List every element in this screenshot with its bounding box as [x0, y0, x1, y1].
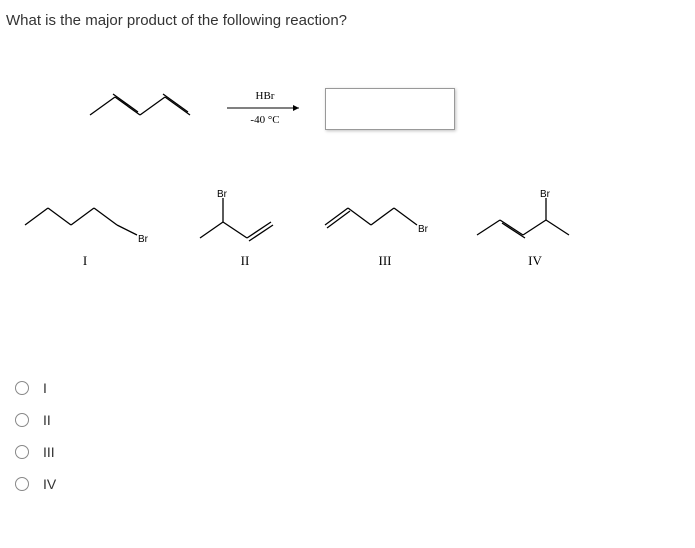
reagent-bottom: -40 °C [225, 114, 305, 126]
arrow-icon [225, 102, 305, 114]
structure-1-label: I [15, 253, 155, 269]
structure-3-label: III [315, 253, 455, 269]
starting-material [75, 85, 215, 130]
option-2[interactable]: II [15, 412, 56, 428]
structure-4: Br IV [465, 190, 605, 269]
options-list: I II III IV [15, 380, 56, 508]
br-label: Br [217, 190, 228, 200]
reagent-top: HBr [225, 90, 305, 102]
radio-icon[interactable] [15, 477, 29, 491]
product-answer-box[interactable] [325, 88, 455, 130]
radio-icon[interactable] [15, 413, 29, 427]
structure-4-label: IV [465, 253, 605, 269]
br-label: Br [138, 234, 149, 245]
option-1[interactable]: I [15, 380, 56, 396]
structure-2: Br II [175, 190, 315, 269]
option-label: II [43, 412, 51, 428]
br-label: Br [540, 190, 551, 200]
answer-structures: Br I Br II [15, 190, 615, 300]
option-label: III [43, 444, 55, 460]
reaction-arrow-block: HBr -40 °C [225, 90, 305, 126]
option-3[interactable]: III [15, 444, 56, 460]
question-text: What is the major product of the followi… [6, 12, 347, 29]
structure-3: Br III [315, 190, 455, 269]
radio-icon[interactable] [15, 381, 29, 395]
structure-2-label: II [175, 253, 315, 269]
option-label: IV [43, 476, 56, 492]
radio-icon[interactable] [15, 445, 29, 459]
option-4[interactable]: IV [15, 476, 56, 492]
option-label: I [43, 380, 47, 396]
br-label: Br [418, 224, 429, 235]
structure-1: Br I [15, 190, 155, 269]
